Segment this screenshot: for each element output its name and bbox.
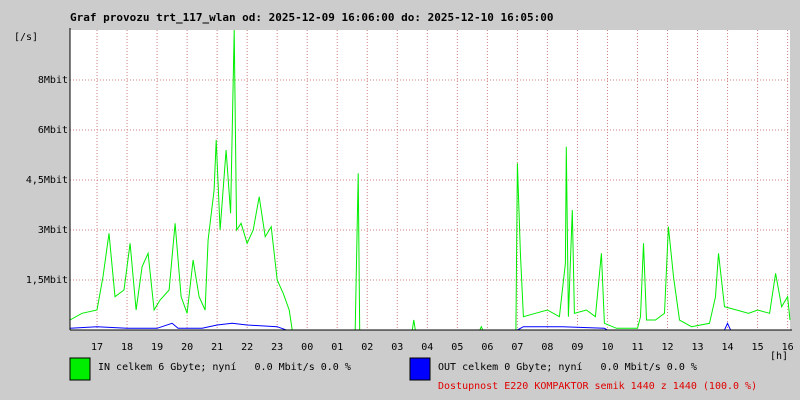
x-tick-label: 01 bbox=[331, 342, 343, 353]
x-tick-label: 20 bbox=[181, 342, 193, 353]
x-tick-label: 15 bbox=[752, 342, 764, 353]
x-tick-label: 00 bbox=[301, 342, 313, 353]
x-tick-label: 12 bbox=[661, 342, 673, 353]
x-tick-label: 02 bbox=[361, 342, 373, 353]
y-tick-label: 8Mbit bbox=[38, 75, 68, 86]
y-tick-label: 1,5Mbit bbox=[26, 275, 68, 286]
y-tick-label: 3Mbit bbox=[38, 225, 68, 236]
x-tick-label: 06 bbox=[481, 342, 493, 353]
legend-entry: IN celkem 6 Gbyte; nyní 0.0 Mbit/s 0.0 % bbox=[98, 361, 351, 373]
x-tick-label: 07 bbox=[511, 342, 523, 353]
chart-title: Graf provozu trt_117_wlan od: 2025-12-09… bbox=[70, 11, 553, 24]
x-tick-label: 11 bbox=[631, 342, 643, 353]
legend-swatch bbox=[409, 357, 431, 381]
y-tick-label: 4,5Mbit bbox=[26, 175, 68, 186]
x-tick-label: 03 bbox=[391, 342, 403, 353]
series-line bbox=[69, 29, 791, 331]
x-tick-label: 18 bbox=[121, 342, 133, 353]
x-tick-label: 13 bbox=[691, 342, 703, 353]
x-axis-label: [h] bbox=[770, 351, 788, 362]
legend-swatch bbox=[69, 357, 91, 381]
grid bbox=[70, 30, 790, 330]
y-tick-label: 6Mbit bbox=[38, 125, 68, 136]
x-tick-label: 19 bbox=[151, 342, 163, 353]
x-tick-label: 23 bbox=[271, 342, 283, 353]
x-tick-label: 17 bbox=[91, 342, 103, 353]
x-tick-label: 08 bbox=[541, 342, 553, 353]
x-tick-label: 05 bbox=[451, 342, 463, 353]
x-tick-label: 21 bbox=[211, 342, 223, 353]
x-tick-label: 04 bbox=[421, 342, 433, 353]
x-tick-label: 10 bbox=[601, 342, 613, 353]
x-tick-label: 16 bbox=[782, 342, 794, 353]
x-tick-label: 14 bbox=[722, 342, 734, 353]
legend-entry: OUT celkem 0 Gbyte; nyní 0.0 Mbit/s 0.0 … bbox=[438, 361, 697, 373]
y-axis-label: [/s] bbox=[14, 32, 38, 43]
x-tick-label: 09 bbox=[571, 342, 583, 353]
availability-note: Dostupnost E220 KOMPAKTOR semik 1440 z 1… bbox=[438, 381, 757, 392]
x-tick-label: 22 bbox=[241, 342, 253, 353]
